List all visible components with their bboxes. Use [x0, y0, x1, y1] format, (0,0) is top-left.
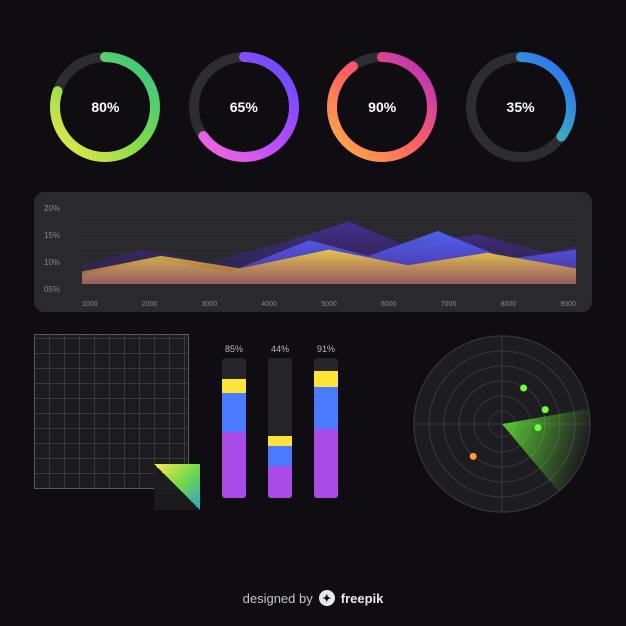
donut-chart-3: 90%: [327, 52, 437, 162]
bar-label: 91%: [317, 344, 335, 354]
bar-label: 44%: [271, 344, 289, 354]
bar-stack: [222, 358, 246, 498]
radar-chart: [412, 334, 592, 514]
credit-line: designed by ✦ freepik: [0, 590, 626, 606]
area-plot: [82, 206, 576, 284]
y-tick: 10%: [44, 258, 60, 267]
bar-stack: [314, 358, 338, 498]
donut-chart-2: 65%: [189, 52, 299, 162]
y-tick: 15%: [44, 231, 60, 240]
x-tick: 7000: [441, 301, 457, 308]
credit-brand: freepik: [341, 591, 384, 606]
bar-column-3: 91%: [314, 344, 338, 498]
bar-chart: 85% 44% 91%: [222, 334, 338, 504]
donut-label: 65%: [230, 99, 258, 115]
bar-column-1: 85%: [222, 344, 246, 498]
bar-label: 85%: [225, 344, 243, 354]
x-tick: 6000: [381, 301, 397, 308]
area-x-labels: 1000 2000 3000 4000 5000 6000 7000 8000 …: [82, 301, 576, 308]
x-tick: 2000: [142, 301, 158, 308]
x-tick: 5000: [321, 301, 337, 308]
bottom-row: 85% 44% 91%: [0, 312, 626, 514]
bar-stack: [268, 358, 292, 498]
x-tick: 4000: [261, 301, 277, 308]
donut-label: 80%: [91, 99, 119, 115]
donut-label: 90%: [368, 99, 396, 115]
donut-chart-1: 80%: [50, 52, 160, 162]
grid-box: [34, 334, 194, 504]
donut-row: 80% 65% 90% 35%: [0, 0, 626, 180]
donut-chart-4: 35%: [466, 52, 576, 162]
bar-column-2: 44%: [268, 344, 292, 498]
donut-label: 35%: [507, 99, 535, 115]
x-tick: 8000: [501, 301, 517, 308]
grid-flap-icon: [154, 464, 200, 510]
x-tick: 1000: [82, 301, 98, 308]
x-tick: 9000: [560, 301, 576, 308]
area-chart-panel: 20% 15% 10% 05% 1000 2000 3000 4000 5000…: [34, 192, 592, 312]
y-tick: 20%: [44, 204, 60, 213]
y-tick: 05%: [44, 285, 60, 294]
freepik-logo-icon: ✦: [319, 590, 335, 606]
credit-prefix: designed by: [243, 591, 313, 606]
area-y-labels: 20% 15% 10% 05%: [44, 204, 60, 294]
x-tick: 3000: [202, 301, 218, 308]
